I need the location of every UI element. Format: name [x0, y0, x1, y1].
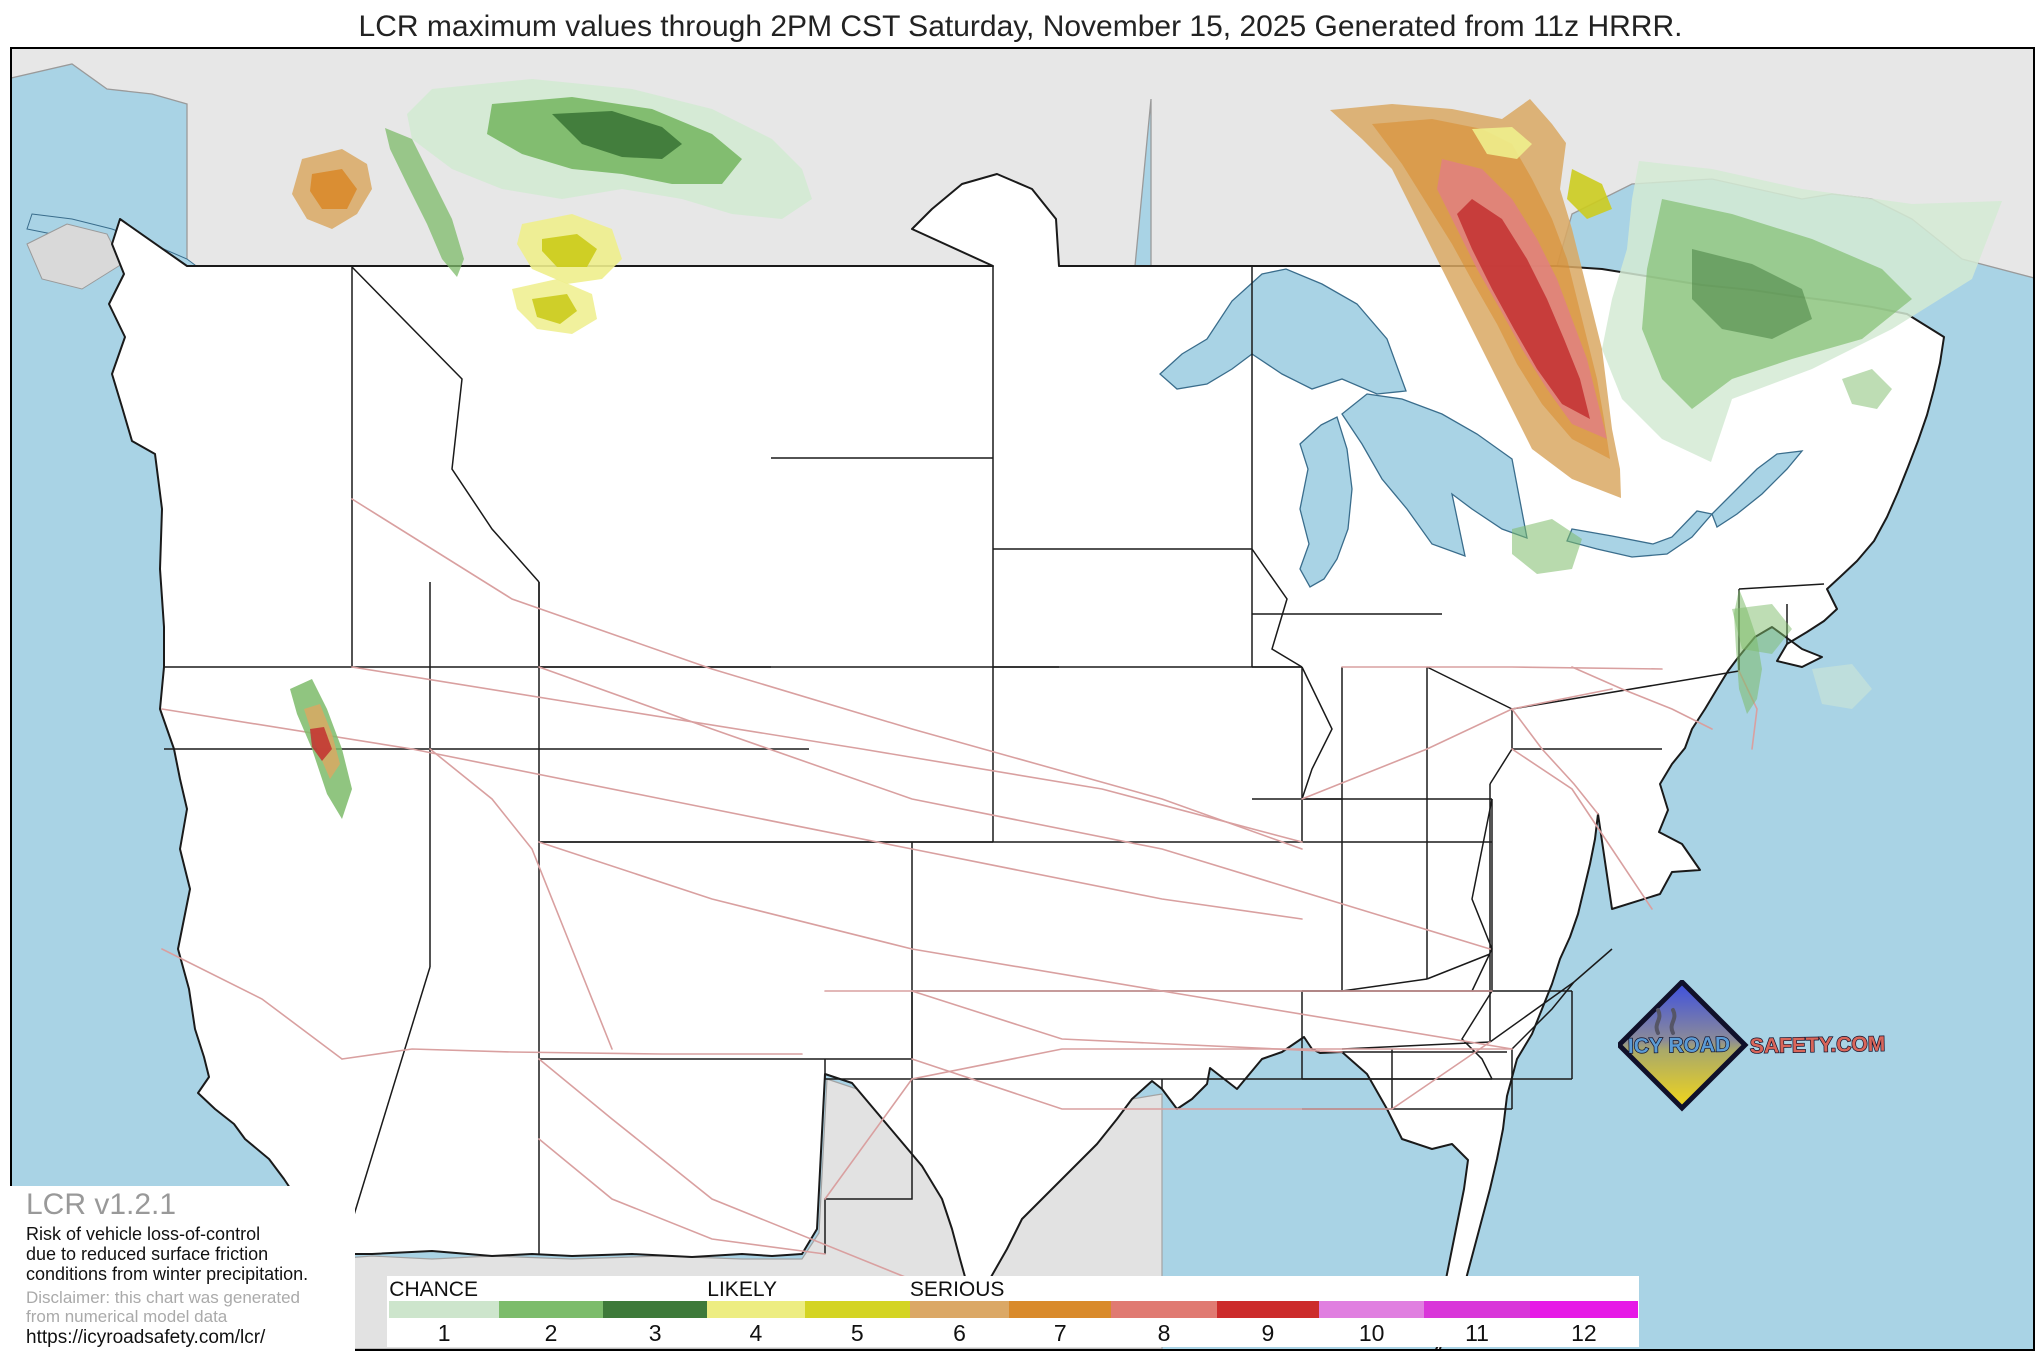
svg-text:ICY ROAD: ICY ROAD: [1628, 1033, 1731, 1058]
svg-text:SAFETY.COM: SAFETY.COM: [1750, 1033, 1886, 1058]
